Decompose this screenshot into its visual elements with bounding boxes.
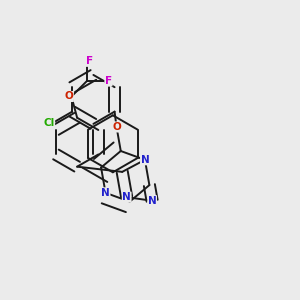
Text: Cl: Cl (44, 118, 55, 128)
Text: N: N (140, 155, 149, 165)
Text: N: N (122, 192, 131, 202)
Text: N: N (101, 188, 110, 198)
Text: N: N (148, 196, 157, 206)
Text: F: F (86, 56, 93, 66)
Text: O: O (64, 92, 73, 101)
Text: O: O (112, 122, 121, 132)
Text: F: F (105, 76, 112, 86)
